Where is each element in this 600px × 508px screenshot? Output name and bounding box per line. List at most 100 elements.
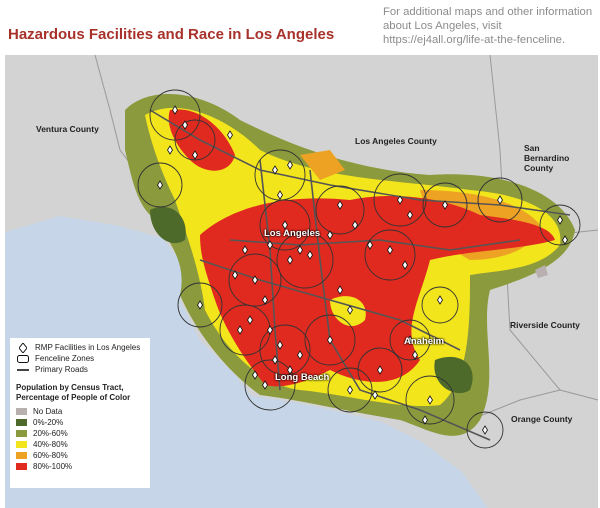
rmp-facility xyxy=(182,120,188,130)
fenceline-zone xyxy=(259,324,311,376)
fenceline-zone xyxy=(254,149,306,201)
fenceline-zone xyxy=(228,253,282,307)
legend-item: Fenceline Zones xyxy=(16,353,144,364)
fenceline-zone xyxy=(244,359,296,411)
fenceline-zone xyxy=(405,375,455,425)
legend-swatch xyxy=(16,441,27,448)
legend-item: 0%-20% xyxy=(16,417,144,428)
rmp-facility xyxy=(497,195,503,205)
fenceline-zone xyxy=(477,177,523,223)
rmp-facility xyxy=(422,415,428,425)
fenceline-zone xyxy=(327,367,373,413)
fenceline-zone xyxy=(389,319,431,361)
rmp-facility xyxy=(562,235,568,245)
fenceline-zone xyxy=(357,347,403,393)
map-label: Los Angeles County xyxy=(355,136,437,146)
rmp-facility xyxy=(402,260,408,270)
legend-swatch xyxy=(16,463,27,470)
rmp-facility xyxy=(377,365,383,375)
census-tracts xyxy=(125,93,575,436)
fenceline-zones xyxy=(137,89,581,449)
legend-label: 20%-60% xyxy=(33,429,68,438)
legend-swatch xyxy=(16,419,27,426)
rmp-facility xyxy=(267,240,273,250)
rmp-facility xyxy=(412,350,418,360)
legend-label: RMP Facilities in Los Angeles xyxy=(35,343,141,352)
rmp-facility xyxy=(242,245,248,255)
rmp-facility xyxy=(307,250,313,260)
rmp-facility xyxy=(297,350,303,360)
rmp-facility xyxy=(192,150,198,160)
map-label: Orange County xyxy=(511,414,573,424)
fenceline-zone xyxy=(421,286,459,324)
rmp-facility xyxy=(262,380,268,390)
rmp-facility xyxy=(227,130,233,140)
rmp-facility xyxy=(372,390,378,400)
legend-swatch xyxy=(16,408,27,415)
fenceline-zone xyxy=(276,231,334,289)
rmp-facility xyxy=(262,295,268,305)
legend-label: 80%-100% xyxy=(33,462,73,471)
rmp-facility xyxy=(272,165,278,175)
rmp-facility xyxy=(352,220,358,230)
rmp-facility xyxy=(347,305,353,315)
note: For additional maps and other informatio… xyxy=(383,6,593,46)
rmp-facility xyxy=(197,300,203,310)
fenceline-zone xyxy=(315,185,365,235)
rmp-facility xyxy=(337,285,343,295)
legend-item: Primary Roads xyxy=(16,364,144,375)
legend-swatch xyxy=(16,452,27,459)
rmp-facility xyxy=(172,105,178,115)
fenceline-zone xyxy=(259,199,311,251)
rmp-facility xyxy=(287,160,293,170)
rmp-facility xyxy=(167,145,173,155)
rmp-facility xyxy=(232,270,238,280)
map-label: Riverside County xyxy=(510,320,580,330)
map-label: San Bernardino County xyxy=(524,143,570,173)
rmp-facility xyxy=(437,295,443,305)
legend-item: 20%-60% xyxy=(16,428,144,439)
rmp-facility xyxy=(337,200,343,210)
rmp-facility xyxy=(442,200,448,210)
fenceline-zone xyxy=(466,411,504,449)
legend-heading: Population by Census Tract, Percentage o… xyxy=(16,383,131,402)
legend-item: 60%-80% xyxy=(16,450,144,461)
rmp-facility xyxy=(277,340,283,350)
legend-swatch xyxy=(16,430,27,437)
map-label: Los Angeles xyxy=(264,228,321,239)
rmp-facility xyxy=(157,180,163,190)
fenceline-zone xyxy=(373,173,427,227)
legend-item: RMP Facilities in Los Angeles xyxy=(16,342,144,353)
legend-label: 60%-80% xyxy=(33,451,68,460)
rmp-facility xyxy=(252,275,258,285)
rmp-facility xyxy=(407,335,413,345)
legend: RMP Facilities in Los Angeles Fenceline … xyxy=(10,338,150,488)
rmp-facility xyxy=(267,325,273,335)
rmp-facility xyxy=(282,220,288,230)
fenceline-zone xyxy=(177,282,223,328)
rmp-facility xyxy=(327,335,333,345)
rmp-facility xyxy=(387,245,393,255)
legend-label: 40%-80% xyxy=(33,440,68,449)
legend-label: Fenceline Zones xyxy=(35,354,95,363)
rmp-facility xyxy=(247,315,253,325)
fenceline-zone xyxy=(539,204,581,246)
rmp-facilities xyxy=(157,105,568,435)
rmp-facility xyxy=(397,195,403,205)
fenceline-zone xyxy=(422,182,468,228)
fenceline-zone xyxy=(137,162,183,208)
rmp-facility xyxy=(327,230,333,240)
rmp-facility xyxy=(407,210,413,220)
rmp-facility xyxy=(277,190,283,200)
rmp-facility xyxy=(297,245,303,255)
rmp-facility xyxy=(287,365,293,375)
map-label: Long Beach xyxy=(275,372,330,383)
rmp-facility xyxy=(367,240,373,250)
rmp-facility xyxy=(272,355,278,365)
title: Hazardous Facilities and Race in Los Ang… xyxy=(8,26,335,43)
legend-item: 40%-80% xyxy=(16,439,144,450)
rmp-facility xyxy=(237,325,243,335)
legend-item: No Data xyxy=(16,406,144,417)
rmp-facility xyxy=(347,385,353,395)
